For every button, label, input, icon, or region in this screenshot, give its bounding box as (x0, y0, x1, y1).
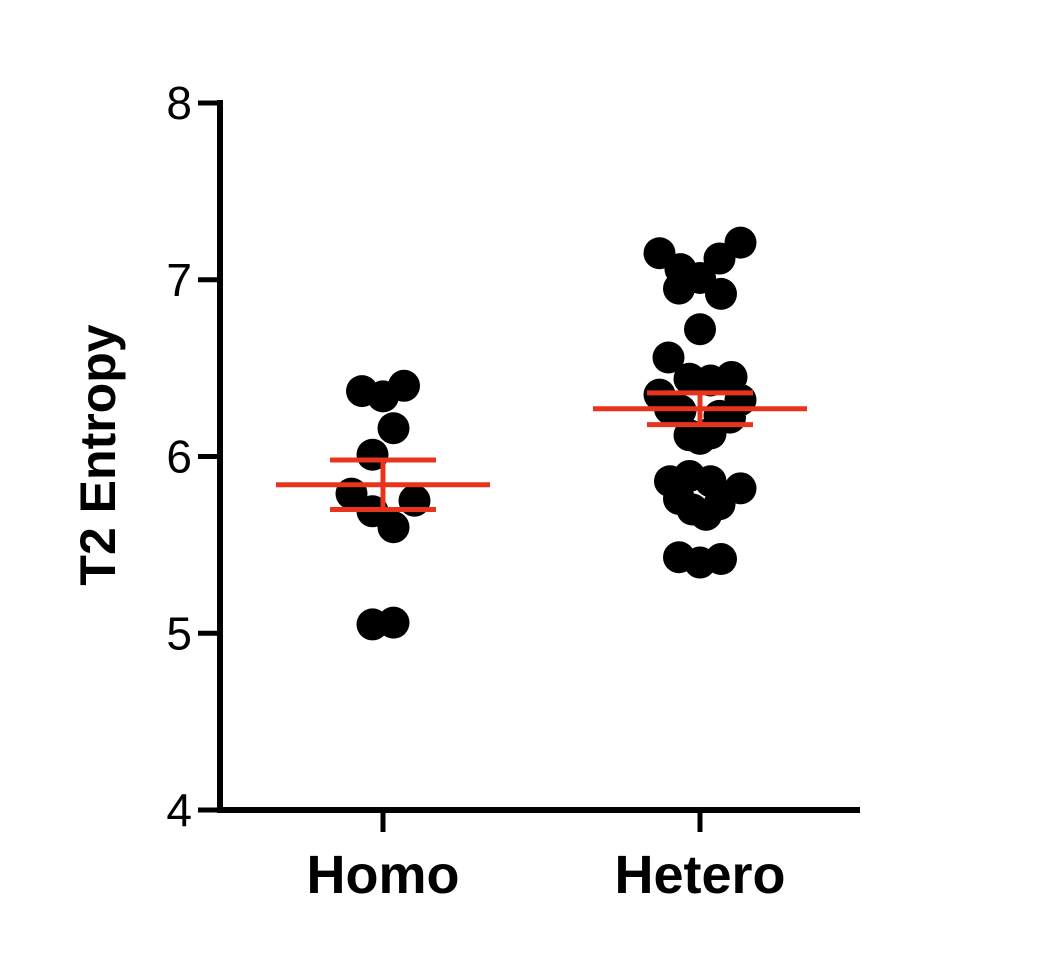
data-point-hetero (663, 272, 695, 305)
data-point-homo (377, 511, 410, 544)
axes (217, 100, 860, 813)
data-point-homo (377, 412, 410, 445)
error-bars (276, 390, 807, 513)
data-point-hetero (703, 488, 736, 521)
y-tick-label: 5 (166, 607, 192, 659)
data-point-homo (388, 369, 420, 402)
data-point-hetero (724, 226, 757, 259)
data-point-hetero (652, 341, 685, 374)
x-ticks: Homo Hetero (307, 810, 786, 905)
y-tick-label: 4 (166, 784, 192, 836)
data-point-hetero (684, 313, 716, 346)
data-point-hetero (705, 543, 737, 576)
x-tick-label-homo: Homo (307, 845, 460, 905)
y-tick-label: 8 (166, 77, 192, 129)
y-tick-label: 6 (166, 431, 192, 483)
y-ticks: 4 5 6 7 8 (166, 77, 220, 836)
y-axis-title: T2 Entropy (70, 324, 126, 585)
data-point-hetero (705, 277, 737, 310)
y-tick-label: 7 (166, 254, 192, 306)
x-tick-label-hetero: Hetero (614, 845, 785, 905)
data-point-homo (377, 606, 410, 639)
data-points (335, 226, 757, 641)
